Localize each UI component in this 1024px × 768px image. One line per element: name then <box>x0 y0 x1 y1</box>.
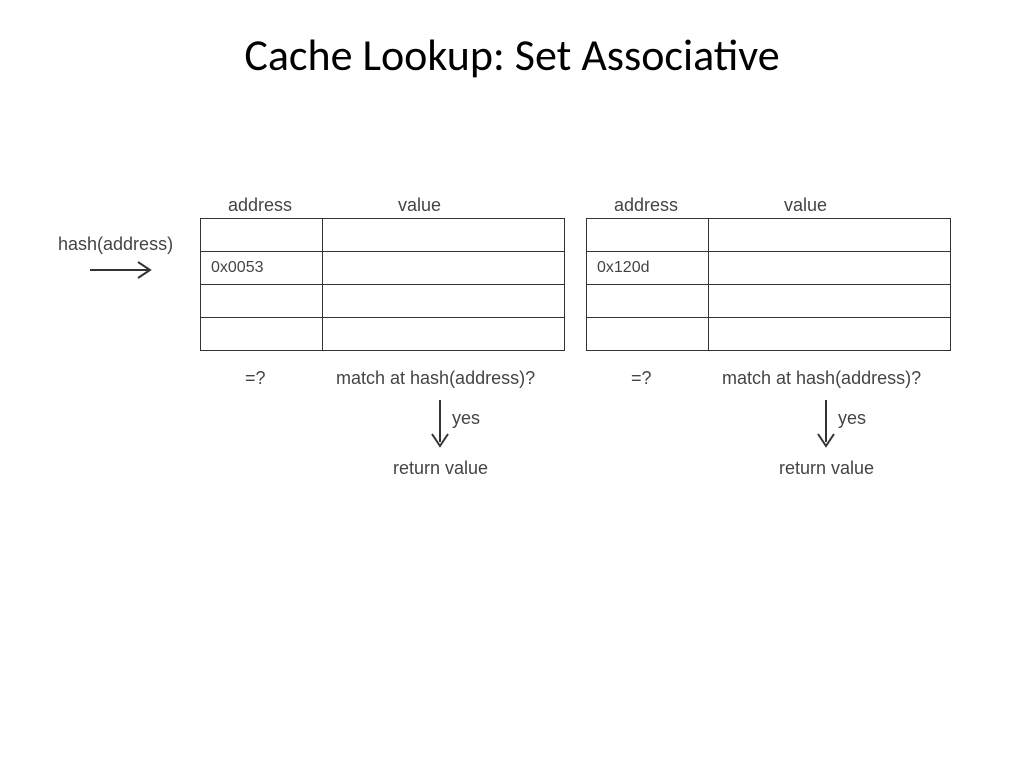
table-row: 0x0053 <box>201 252 565 285</box>
cell-val <box>323 318 565 351</box>
left-cache-table: 0x0053 <box>200 218 565 351</box>
cell-addr: 0x0053 <box>201 252 323 285</box>
hash-address-label: hash(address) <box>58 234 173 255</box>
cell-addr <box>587 285 709 318</box>
cell-val <box>709 285 951 318</box>
left-match-label: match at hash(address)? <box>336 368 535 389</box>
left-eq-label: =? <box>245 368 266 389</box>
left-header-address: address <box>228 195 292 216</box>
cell-val <box>323 285 565 318</box>
hash-arrow-right-icon <box>82 258 162 282</box>
table-row <box>201 285 565 318</box>
cell-addr <box>201 285 323 318</box>
table-row <box>587 318 951 351</box>
table-row <box>201 219 565 252</box>
right-cache-table: 0x120d <box>586 218 951 351</box>
cell-addr <box>587 318 709 351</box>
left-return-label: return value <box>393 458 488 479</box>
right-header-value: value <box>784 195 827 216</box>
right-match-label: match at hash(address)? <box>722 368 921 389</box>
cell-val <box>323 219 565 252</box>
cell-addr <box>201 318 323 351</box>
right-eq-label: =? <box>631 368 652 389</box>
cell-addr <box>587 219 709 252</box>
right-header-address: address <box>614 195 678 216</box>
left-header-value: value <box>398 195 441 216</box>
cell-val <box>709 219 951 252</box>
table-row <box>201 318 565 351</box>
right-arrow-down-icon <box>814 396 838 452</box>
table-row <box>587 219 951 252</box>
cell-addr <box>201 219 323 252</box>
cell-addr: 0x120d <box>587 252 709 285</box>
table-row: 0x120d <box>587 252 951 285</box>
right-return-label: return value <box>779 458 874 479</box>
left-arrow-down-icon <box>428 396 452 452</box>
page-title: Cache Lookup: Set Associative <box>0 28 1024 82</box>
cell-val <box>709 252 951 285</box>
cell-val <box>709 318 951 351</box>
table-row <box>587 285 951 318</box>
right-yes-label: yes <box>838 408 866 429</box>
cell-val <box>323 252 565 285</box>
left-yes-label: yes <box>452 408 480 429</box>
